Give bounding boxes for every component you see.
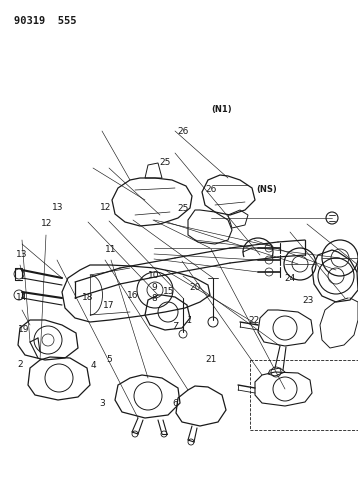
Text: 25: 25 — [177, 204, 188, 213]
Text: 23: 23 — [302, 297, 314, 305]
Text: 15: 15 — [163, 288, 174, 296]
Text: 17: 17 — [103, 301, 115, 310]
Text: 26: 26 — [205, 185, 217, 194]
Text: 14: 14 — [16, 293, 27, 302]
Text: 8: 8 — [151, 294, 157, 303]
Text: 6: 6 — [173, 399, 178, 408]
Text: 26: 26 — [177, 128, 188, 136]
Text: 9: 9 — [151, 284, 157, 292]
Text: (NS): (NS) — [256, 185, 277, 194]
Text: 5: 5 — [106, 355, 112, 363]
Text: 24: 24 — [284, 274, 296, 283]
Text: 2: 2 — [17, 360, 23, 369]
Text: 21: 21 — [205, 356, 217, 364]
Text: 19: 19 — [18, 325, 29, 334]
Text: 25: 25 — [159, 158, 170, 167]
Text: 4: 4 — [90, 361, 96, 370]
Text: 90319  555: 90319 555 — [14, 16, 77, 26]
Text: 22: 22 — [248, 316, 260, 325]
Text: 7: 7 — [173, 322, 178, 331]
Text: 12: 12 — [41, 219, 52, 228]
Text: 10: 10 — [148, 272, 160, 280]
Text: 1: 1 — [187, 316, 193, 325]
Text: 12: 12 — [100, 203, 111, 212]
Text: 3: 3 — [99, 399, 105, 408]
Text: 16: 16 — [127, 291, 138, 300]
Text: 13: 13 — [52, 203, 63, 212]
Text: 20: 20 — [189, 284, 201, 292]
Text: 13: 13 — [16, 250, 27, 259]
Text: 11: 11 — [105, 245, 117, 254]
Text: 18: 18 — [82, 293, 93, 302]
Text: (N1): (N1) — [212, 105, 232, 114]
